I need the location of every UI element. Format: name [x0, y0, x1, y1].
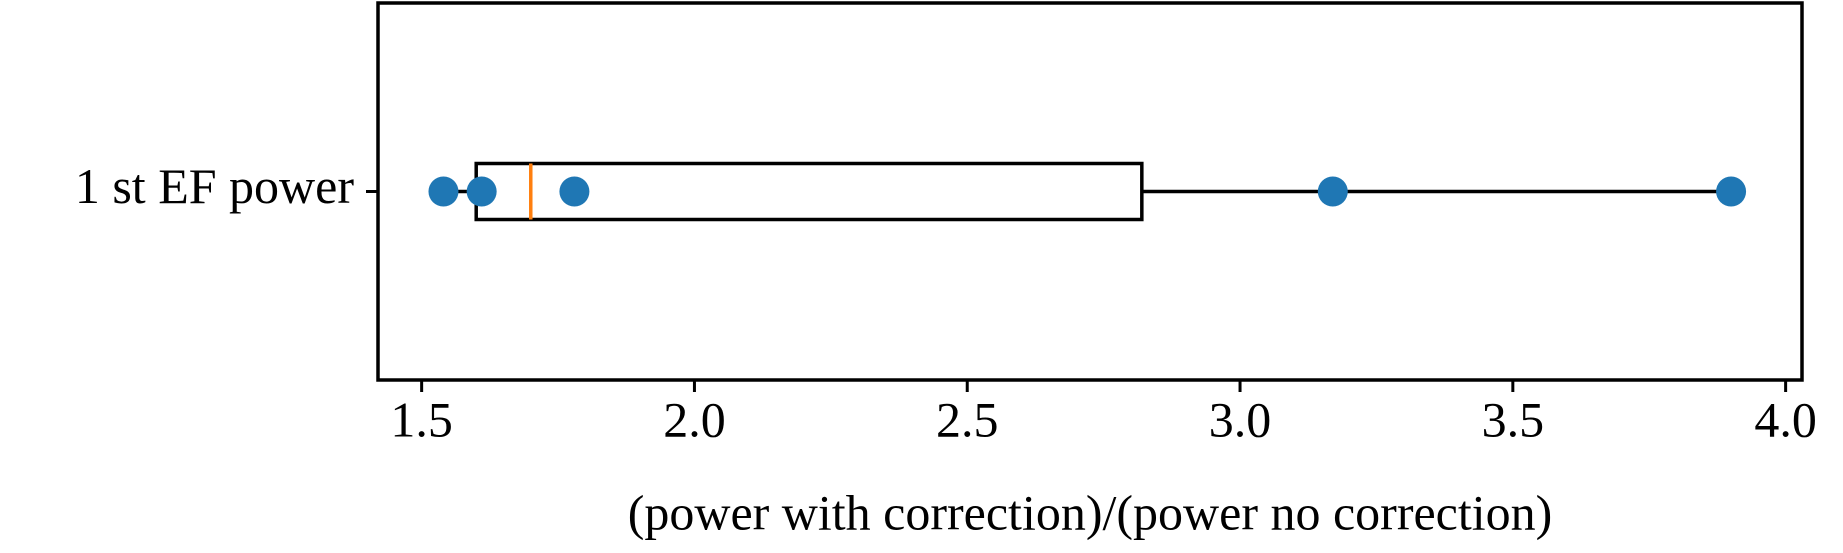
x-tick-label: 4.0	[1754, 391, 1817, 447]
point	[466, 176, 497, 207]
point	[428, 176, 459, 207]
x-tick-label: 2.5	[936, 391, 999, 447]
point	[1716, 176, 1747, 207]
y-tick-label: 1 st EF power	[75, 158, 355, 214]
point	[1317, 176, 1348, 207]
x-tick-label: 3.0	[1209, 391, 1272, 447]
point	[559, 176, 590, 207]
x-tick-label: 3.5	[1482, 391, 1545, 447]
x-tick-label: 1.5	[390, 391, 453, 447]
x-tick-label: 2.0	[663, 391, 726, 447]
x-axis-label: (power with correction)/(power no correc…	[628, 484, 1553, 540]
